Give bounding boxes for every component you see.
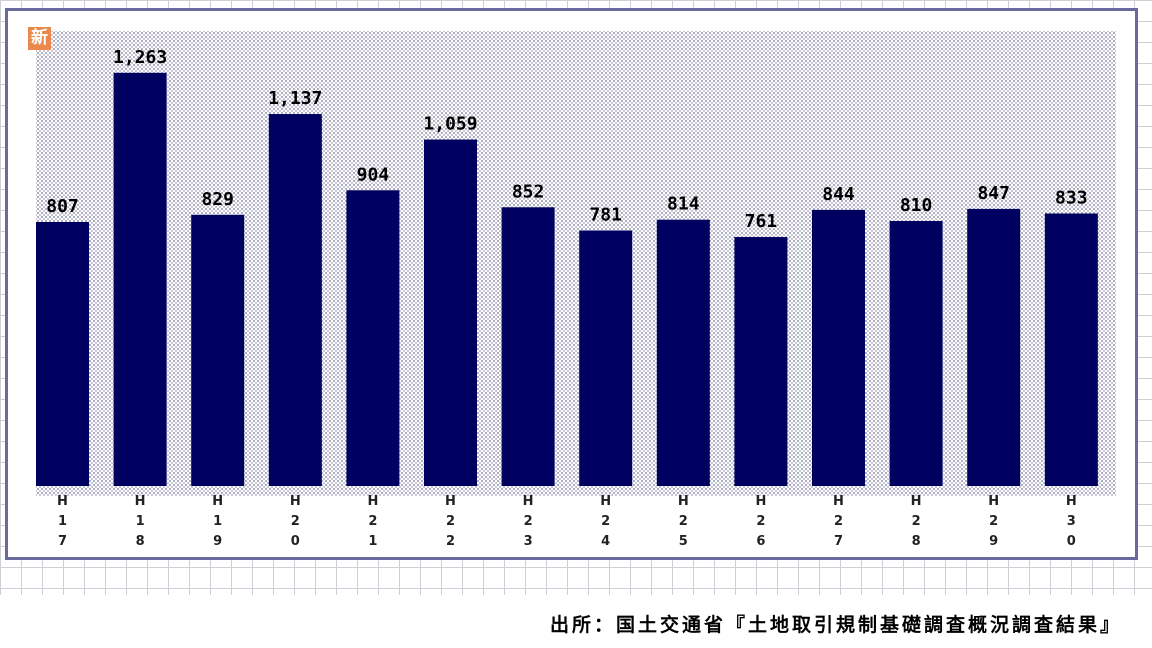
bar-H26 [734, 237, 788, 486]
bar-H22 [424, 139, 477, 486]
value-label-H29: 847 [977, 183, 1010, 204]
value-label-H22: 1,059 [423, 114, 477, 135]
bar-H28 [889, 221, 943, 486]
bar-H19 [191, 214, 245, 486]
value-label-H28: 810 [900, 195, 933, 216]
value-label-H21: 904 [357, 164, 390, 185]
value-label-H17: 807 [46, 196, 79, 217]
bar-H23 [501, 207, 555, 486]
source-note: 出所：国土交通省『土地取引規制基礎調査概況調査結果』 [549, 614, 1122, 636]
value-label-H27: 844 [822, 184, 855, 205]
value-label-H24: 781 [589, 205, 622, 226]
bar-H25 [656, 219, 710, 486]
bar-H17 [36, 221, 89, 486]
bar-H18 [113, 72, 167, 486]
value-label-H18: 1,263 [113, 47, 167, 68]
bar-H24 [579, 230, 633, 486]
bar-H20 [268, 114, 322, 486]
bar-H21 [346, 190, 400, 486]
bar-H27 [812, 209, 865, 487]
value-label-H25: 814 [667, 194, 700, 215]
value-label-H23: 852 [512, 181, 545, 202]
value-label-H20: 1,137 [268, 88, 322, 109]
bar-H29 [967, 208, 1021, 486]
bar-H30 [1044, 213, 1098, 487]
new-badge: 新 [28, 27, 51, 50]
value-label-H30: 833 [1055, 187, 1088, 208]
value-label-H26: 761 [745, 211, 778, 232]
value-label-H19: 829 [201, 189, 234, 210]
source-area [0, 595, 1152, 648]
